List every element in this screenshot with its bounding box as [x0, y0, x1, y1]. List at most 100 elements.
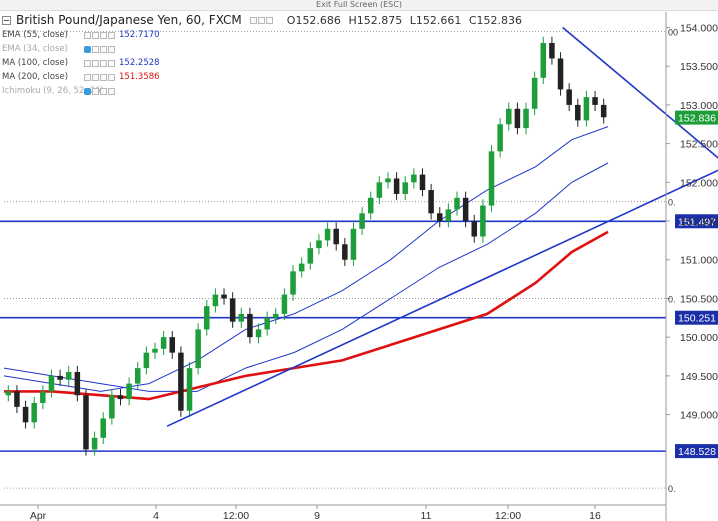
overlay-line — [3, 126, 609, 392]
candle-body — [290, 271, 296, 295]
candle-body — [316, 240, 322, 249]
level-badge — [675, 310, 718, 325]
candle-body — [281, 294, 288, 314]
candle-body — [31, 402, 37, 423]
more-icon[interactable] — [108, 45, 115, 53]
candle-body — [186, 368, 193, 411]
candle-body — [454, 197, 460, 210]
level-badge — [675, 444, 718, 459]
overlay-line — [3, 162, 609, 392]
candle-body — [393, 178, 400, 194]
delete-icon[interactable] — [100, 31, 107, 39]
indicator-value: 152.2528 — [119, 58, 160, 68]
more-icon[interactable] — [108, 31, 115, 39]
indicator-value: 152.7170 — [119, 30, 160, 40]
y-tick-label: 150.000 — [680, 332, 718, 344]
fullscreen-bar: Exit Full Screen (ESC) — [0, 0, 718, 11]
indicator-row[interactable]: EMA (55, close) 152.7170 — [2, 28, 526, 42]
candle-body — [204, 306, 210, 330]
trendline — [562, 26, 718, 159]
indicator-buttons — [84, 31, 115, 39]
delete-icon[interactable] — [100, 45, 107, 53]
visibility-icon[interactable] — [84, 45, 91, 53]
partial-tick-label: 0. — [668, 198, 676, 208]
candle-body — [419, 174, 426, 191]
candle-body — [445, 209, 452, 222]
candle-body — [342, 244, 348, 260]
indicator-buttons — [84, 73, 115, 81]
candle-body — [359, 213, 365, 229]
settings-icon[interactable] — [92, 73, 99, 81]
y-tick-label: 151.000 — [680, 255, 718, 267]
more-icon[interactable] — [108, 59, 115, 67]
candle-body — [22, 406, 29, 423]
candle-body — [488, 151, 495, 206]
x-tick-label: Apr — [30, 510, 47, 521]
y-tick-label: 153.000 — [680, 100, 718, 112]
indicator-row[interactable]: Ichimoku (9, 26, 52, 26) — [2, 84, 526, 98]
delete-icon[interactable] — [100, 59, 107, 67]
settings-icon[interactable] — [92, 87, 99, 95]
candle-body — [212, 294, 219, 307]
visibility-icon[interactable] — [84, 59, 91, 67]
candle-body — [74, 372, 81, 396]
candle-body — [497, 124, 503, 152]
visibility-icon[interactable] — [84, 87, 91, 95]
current-price-badge — [675, 110, 718, 125]
candle-body — [367, 197, 374, 214]
indicator-row[interactable]: EMA (34, close) — [2, 42, 526, 56]
candle-body — [583, 97, 590, 121]
x-tick-label: 9 — [314, 510, 320, 521]
overlay-line — [4, 230, 609, 401]
candle-body — [57, 375, 63, 380]
x-tick-label: 16 — [589, 510, 601, 521]
ohlc-close: C152.836 — [468, 13, 522, 27]
settings-icon[interactable] — [92, 31, 99, 39]
candle-body — [221, 294, 227, 299]
y-tick-label: 154.000 — [680, 22, 718, 34]
candle-body — [402, 182, 408, 194]
partial-tick-label: 0. — [668, 294, 676, 304]
collapse-legend-icon[interactable] — [2, 15, 11, 25]
indicator-list: EMA (55, close) 152.7170 EMA (34, close) MA… — [2, 28, 526, 98]
candle-body — [480, 205, 486, 237]
candle-body — [14, 391, 20, 407]
x-tick-label: 11 — [421, 510, 432, 521]
y-tick-label: 149.000 — [680, 410, 718, 422]
ohlc-open: O152.686 — [286, 13, 341, 27]
candle-body — [428, 190, 434, 214]
delete-icon[interactable] — [100, 87, 107, 95]
more-icon[interactable] — [108, 73, 115, 81]
settings-icon[interactable] — [92, 45, 99, 53]
candle-body — [48, 375, 55, 392]
trendline — [166, 169, 718, 427]
y-tick-label: 151.500 — [680, 216, 718, 228]
exit-fullscreen-button[interactable]: Exit Full Screen (ESC) — [316, 0, 402, 9]
delete-icon[interactable] — [100, 73, 107, 81]
candle-body — [255, 329, 262, 338]
candle-body — [65, 372, 72, 380]
indicator-row[interactable]: MA (200, close) 151.3586 — [2, 70, 526, 84]
candle-body — [229, 298, 236, 322]
indicator-buttons — [84, 87, 115, 95]
settings-icon[interactable] — [92, 59, 99, 67]
close-icon[interactable] — [265, 16, 273, 24]
candle-body — [40, 391, 46, 403]
indicator-label: Ichimoku (9, 26, 52, 26) — [2, 86, 104, 96]
candle-body — [350, 228, 357, 260]
visibility-icon[interactable] — [84, 31, 91, 39]
candle-body — [169, 337, 176, 353]
candle-body — [566, 89, 572, 105]
level-badge-label: 150.251 — [678, 313, 716, 325]
visibility-icon[interactable] — [84, 73, 91, 81]
symbol-title: British Pound/Japanese Yen, 60, FXCM — [16, 13, 242, 27]
settings-icon[interactable] — [249, 16, 257, 24]
candle-body — [436, 213, 443, 222]
more-icon[interactable] — [108, 87, 115, 95]
y-tick-label: 149.500 — [680, 371, 718, 383]
indicator-row[interactable]: MA (100, close) 152.2528 — [2, 56, 526, 70]
lock-icon[interactable] — [257, 16, 265, 24]
candle-body — [531, 77, 538, 109]
